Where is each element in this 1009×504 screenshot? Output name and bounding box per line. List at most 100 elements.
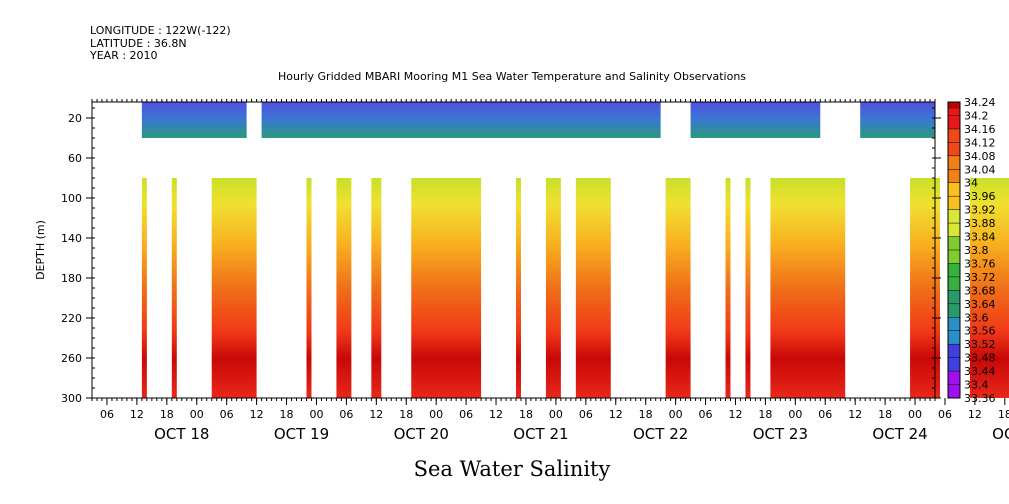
salinity-column [336,178,352,398]
colorbar-label: 33.8 [964,244,989,257]
colorbar-swatch [948,377,960,386]
colorbar-label: 33.6 [964,311,989,324]
colorbar-swatch [948,337,960,345]
colorbar-swatch [948,283,960,291]
y-tick-label: 300 [61,392,82,405]
colorbar-label: 33.92 [964,204,996,217]
colorbar-swatch [948,102,960,110]
colorbar-swatch [948,344,960,352]
colorbar-swatch [948,115,960,123]
x-tick-label: 12 [489,408,503,421]
colorbar-label: 33.52 [964,338,996,351]
colorbar-swatch [948,162,960,170]
colorbar-swatch [948,290,960,298]
x-tick-label: 00 [788,408,802,421]
colorbar-label: 33.44 [964,365,996,378]
x-day-label: OCT 21 [513,425,568,443]
x-tick-label: 18 [998,408,1009,421]
colorbar-swatch [948,189,960,197]
x-tick-label: 12 [848,408,862,421]
x-tick-label: 18 [519,408,533,421]
x-tick-label: 12 [728,408,742,421]
x-day-label: OCT 23 [753,425,808,443]
y-tick-label: 140 [61,232,82,245]
x-tick-label: 06 [699,408,713,421]
colorbar-label: 33.72 [964,271,996,284]
colorbar-swatch [948,135,960,143]
colorbar-swatch [948,270,960,278]
chart-title: Hourly Gridded MBARI Mooring M1 Sea Wate… [278,70,746,83]
colorbar-swatch [948,276,960,285]
variable-title: Sea Water Salinity [414,457,611,481]
salinity-column [969,178,1009,398]
x-tick-label: 06 [579,408,593,421]
x-tick-label: 12 [609,408,623,421]
surface-gap [660,102,691,138]
x-day-label: OCT 24 [872,425,927,443]
y-axis-label: DEPTH (m) [34,220,47,280]
x-tick-label: 18 [639,408,653,421]
year-label: YEAR : 2010 [89,49,158,62]
colorbar-swatch [948,324,960,332]
x-day-label: OCT 22 [633,425,688,443]
salinity-column [575,178,611,398]
longitude-label: LONGITUDE : 122W(-122) [90,24,231,37]
colorbar-label: 33.36 [964,392,996,405]
colorbar-label: 33.76 [964,257,996,270]
y-tick-label: 20 [68,112,82,125]
colorbar-swatch [948,364,960,372]
colorbar-label: 33.64 [964,298,996,311]
x-tick-label: 00 [549,408,563,421]
latitude-label: LATITUDE : 36.8N [90,37,187,50]
x-tick-label: 06 [100,408,114,421]
salinity-column [745,178,751,398]
y-tick-label: 220 [61,312,82,325]
colorbar-swatch [948,122,960,130]
x-day-label: OCT 19 [274,425,329,443]
colorbar-swatch [948,202,960,211]
y-tick-label: 60 [68,152,82,165]
colorbar-label: 34.16 [964,123,996,136]
x-tick-label: 12 [369,408,383,421]
x-tick-label: 00 [669,408,683,421]
colorbar-swatch [948,229,960,238]
salinity-column [211,178,257,398]
colorbar-swatch [948,384,960,392]
colorbar-label: 33.4 [964,379,989,392]
colorbar-swatch [948,250,960,258]
x-tick-label: 18 [160,408,174,421]
colorbar-swatch [948,196,960,204]
colorbar-label: 34.04 [964,163,996,176]
axes: 20 60 100 140 180 220 260 300 06 12 18 00 06 12 18 00 06… [61,99,1009,443]
colorbar: 34.2434.234.1634.1234.0834.043433.9633.9… [947,96,996,405]
x-tick-label: 00 [309,408,323,421]
colorbar-swatch [948,236,960,244]
colorbar-swatch [948,149,960,157]
x-tick-label: 00 [908,408,922,421]
y-tick-label: 180 [61,272,82,285]
metadata-block: LONGITUDE : 122W(-122) LATITUDE : 36.8N … [89,24,746,83]
x-tick-label: 00 [429,408,443,421]
colorbar-swatch [948,391,960,399]
colorbar-label: 33.96 [964,190,996,203]
colorbar-label: 33.88 [964,217,996,230]
colorbar-label: 34.24 [964,96,996,109]
colorbar-swatch [948,256,960,264]
colorbar-swatch [948,297,960,305]
x-tick-label: 06 [938,408,952,421]
colorbar-swatch [948,303,960,312]
salinity-column [306,178,312,398]
colorbar-swatch [948,357,960,365]
plot-frame [91,101,936,399]
salinity-column [141,178,147,398]
colorbar-swatch [948,169,960,177]
x-tick-label: 00 [190,408,204,421]
colorbar-label: 34.2 [964,109,989,122]
colorbar-label: 33.48 [964,352,996,365]
colorbar-swatch [948,243,960,251]
colorbar-swatch [948,155,960,164]
colorbar-label: 34.12 [964,136,996,149]
x-tick-label: 18 [399,408,413,421]
salinity-column [371,178,382,398]
colorbar-label: 33.56 [964,325,996,338]
